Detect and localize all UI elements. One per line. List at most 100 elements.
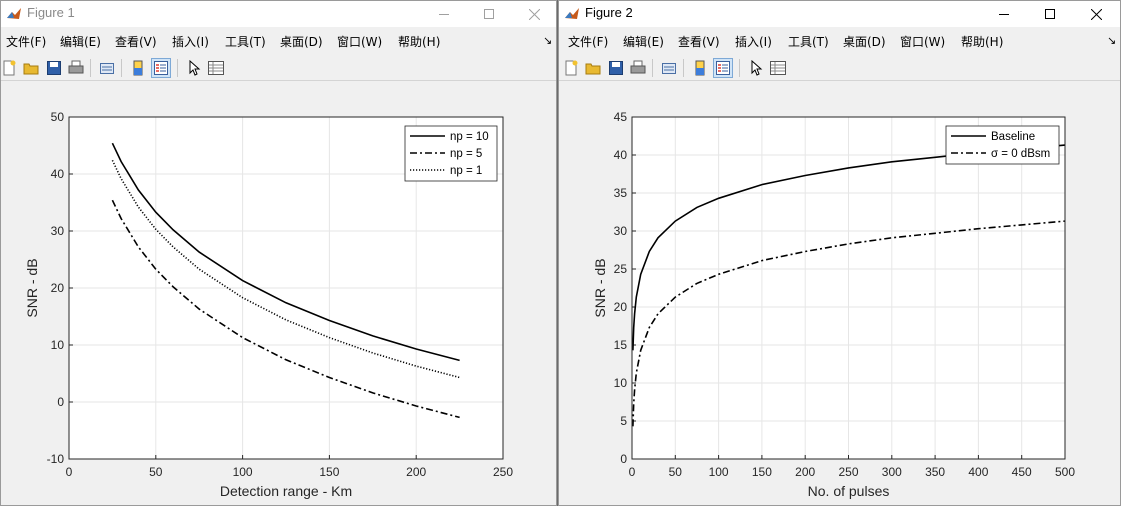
close-icon (528, 8, 540, 20)
new-figure-icon (565, 60, 578, 76)
y-tick-label: 20 (51, 281, 65, 295)
property-inspector-button[interactable] (206, 58, 226, 78)
title-bar[interactable]: Figure 2 (559, 1, 1120, 27)
legend-button[interactable] (151, 58, 171, 78)
legend[interactable]: np = 10 np = 5 np = 1 (404, 125, 498, 182)
menu-view[interactable]: 查看(V) (115, 35, 157, 49)
x-tick-label: 500 (1055, 465, 1075, 479)
x-axis-label: No. of pulses (808, 483, 890, 499)
legend-entry-2: np = 5 (450, 148, 482, 160)
legend-entry-2: σ = 0 dBsm (991, 148, 1050, 160)
menu-view[interactable]: 查看(V) (678, 35, 720, 49)
series-line-2[interactable] (632, 220, 1066, 427)
window-title: Figure 2 (585, 5, 633, 20)
axes-box (631, 116, 1066, 460)
close-button[interactable] (511, 1, 556, 27)
save-button[interactable] (44, 58, 64, 78)
y-tick-label: 40 (51, 167, 65, 181)
y-tick-label: 0 (57, 395, 64, 409)
link-plot-icon (662, 63, 676, 74)
save-icon (609, 61, 623, 75)
save-button[interactable] (606, 58, 626, 78)
maximize-button[interactable] (466, 1, 512, 27)
menu-file[interactable]: 文件(F) (6, 35, 47, 49)
series-line-1[interactable] (111, 142, 460, 362)
y-tick-label: 5 (620, 414, 627, 428)
open-file-button[interactable] (583, 58, 603, 78)
x-tick-label: 100 (233, 465, 253, 479)
menu-overflow-arrow[interactable]: ↘ (1107, 34, 1117, 47)
menu-file[interactable]: 文件(F) (568, 35, 609, 49)
y-tick-label: 30 (614, 224, 628, 238)
property-inspector-button[interactable] (768, 58, 788, 78)
colorbar-button[interactable] (128, 58, 148, 78)
new-figure-button[interactable] (1, 58, 19, 78)
legend-entry-1: Baseline (991, 131, 1035, 143)
new-figure-button[interactable] (561, 58, 581, 78)
menu-insert[interactable]: 插入(I) (172, 35, 209, 49)
legend-entry-3: np = 1 (450, 165, 482, 177)
menu-insert[interactable]: 插入(I) (735, 35, 772, 49)
x-tick-label: 300 (882, 465, 902, 479)
close-button[interactable] (1073, 1, 1119, 27)
open-file-icon (23, 63, 39, 75)
property-inspector-icon (770, 61, 786, 75)
colorbar-icon (695, 60, 705, 76)
figure-2-chart[interactable]: 0 50 100 150 200 250 300 350 400 450 500 0 5 10 15 20 25… (559, 82, 1121, 506)
y-tick-label: -10 (47, 452, 65, 466)
series-line-1[interactable] (632, 144, 1066, 351)
menu-edit[interactable]: 编辑(E) (623, 35, 664, 49)
maximize-button[interactable] (1027, 1, 1073, 27)
figure-1-plot-area: 0 50 100 150 200 250 -10 0 10 20 30 40 50 Detection r… (1, 82, 556, 505)
legend-icon (154, 61, 168, 75)
y-axis-label: SNR - dB (592, 258, 608, 317)
open-file-icon (585, 63, 601, 75)
menu-desktop[interactable]: 桌面(D) (843, 35, 886, 49)
axes-box (68, 116, 504, 460)
x-tick-label: 0 (66, 465, 73, 479)
x-tick-label: 250 (838, 465, 858, 479)
link-plot-button[interactable] (659, 58, 679, 78)
pointer-button[interactable] (746, 58, 766, 78)
x-axis-label: Detection range - Km (220, 483, 352, 499)
menu-desktop[interactable]: 桌面(D) (280, 35, 323, 49)
legend-box (945, 125, 1060, 165)
legend[interactable]: Baseline σ = 0 dBsm (945, 125, 1060, 165)
menu-help[interactable]: 帮助(H) (398, 35, 441, 49)
minimize-icon (999, 14, 1009, 15)
legend-entry-1: np = 10 (450, 131, 489, 143)
y-tick-label: 10 (51, 338, 65, 352)
title-bar[interactable]: Figure 1 (1, 1, 556, 27)
menu-window[interactable]: 窗口(W) (900, 35, 946, 49)
menu-help[interactable]: 帮助(H) (961, 35, 1004, 49)
y-tick-label: 30 (51, 224, 65, 238)
link-plot-button[interactable] (97, 58, 117, 78)
pointer-icon (751, 60, 763, 76)
menu-edit[interactable]: 编辑(E) (60, 35, 101, 49)
menu-overflow-arrow[interactable]: ↘ (543, 34, 553, 47)
menu-tools[interactable]: 工具(T) (225, 35, 266, 49)
menu-window[interactable]: 窗口(W) (337, 35, 383, 49)
menu-tools[interactable]: 工具(T) (788, 35, 829, 49)
matlab-figure-icon (565, 8, 579, 19)
series-line-2[interactable] (111, 199, 460, 419)
y-tick-label: 10 (614, 376, 628, 390)
x-tick-label: 100 (709, 465, 729, 479)
x-tick-label: 0 (629, 465, 636, 479)
x-tick-label: 150 (752, 465, 772, 479)
x-tick-label: 50 (669, 465, 683, 479)
window-title: Figure 1 (27, 5, 75, 20)
colorbar-button[interactable] (690, 58, 710, 78)
print-button[interactable] (628, 58, 648, 78)
pointer-button[interactable] (184, 58, 204, 78)
menu-bar: 文件(F) 编辑(E) 查看(V) 插入(I) 工具(T) 桌面(D) 窗口(W… (559, 30, 1120, 52)
open-file-button[interactable] (21, 58, 41, 78)
print-button[interactable] (66, 58, 86, 78)
minimize-button[interactable] (981, 1, 1027, 27)
legend-button[interactable] (713, 58, 733, 78)
series-line-3[interactable] (111, 159, 460, 379)
minimize-button[interactable] (421, 1, 467, 27)
x-tick-label: 200 (795, 465, 815, 479)
pointer-icon (189, 60, 201, 76)
